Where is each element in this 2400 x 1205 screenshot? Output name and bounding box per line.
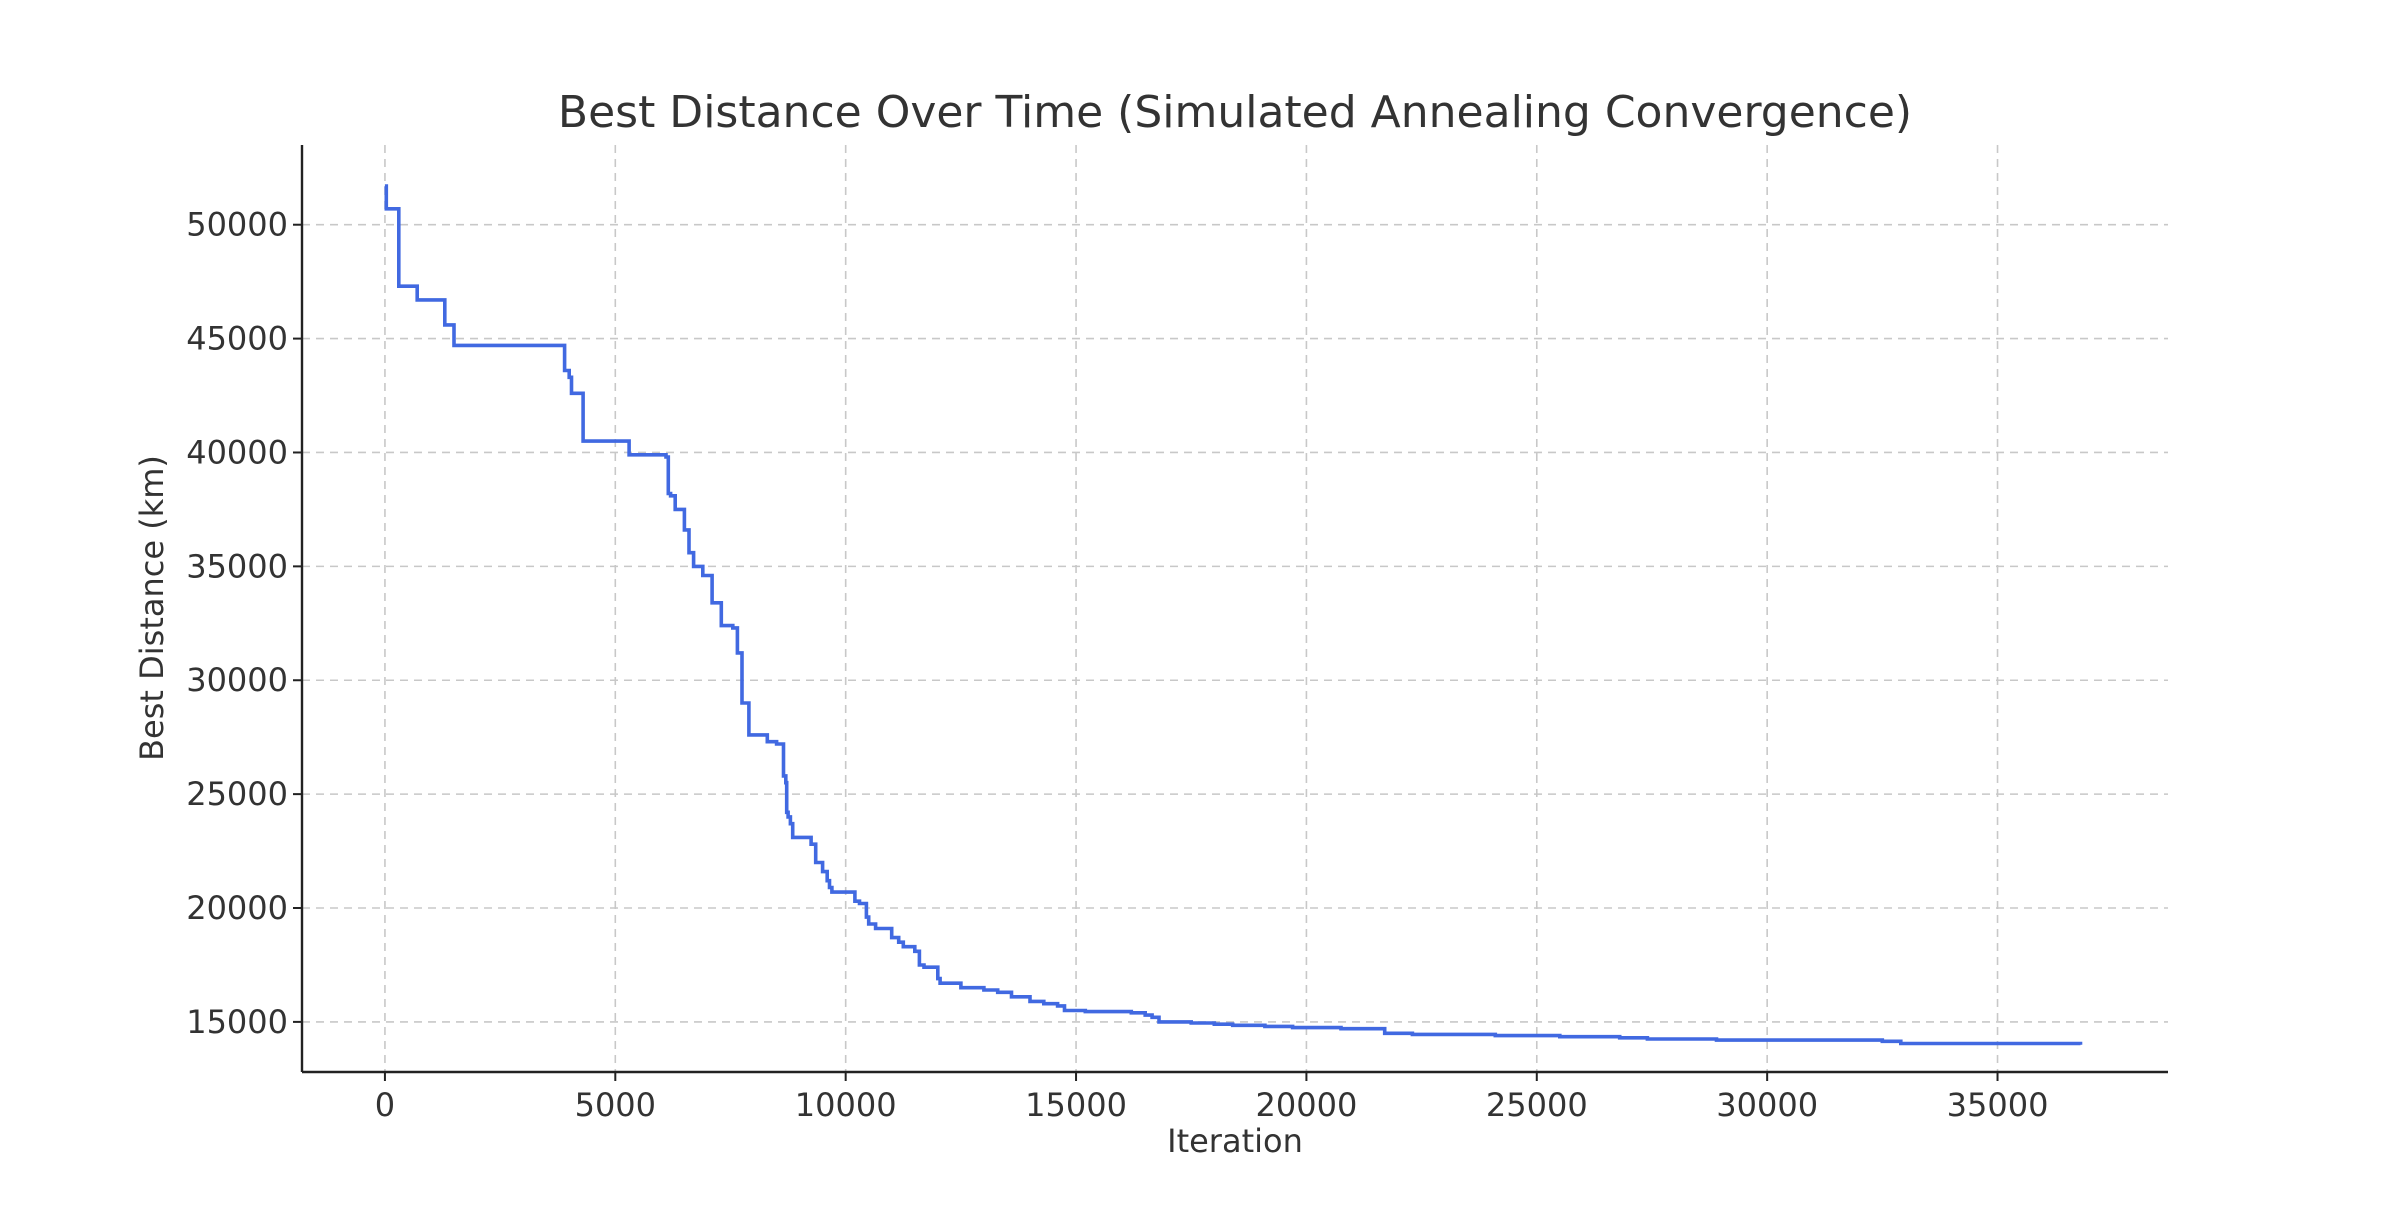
- axes: [300, 145, 2168, 1074]
- x-tick-label: 35000: [1947, 1086, 2049, 1124]
- chart-title: Best Distance Over Time (Simulated Annea…: [558, 87, 1912, 138]
- x-tick-label: 10000: [795, 1086, 897, 1124]
- y-tick-label: 25000: [186, 775, 288, 813]
- x-tick-label: 20000: [1256, 1086, 1358, 1124]
- x-tick-label: 30000: [1716, 1086, 1818, 1124]
- grid: [302, 145, 2168, 1072]
- best-distance-series-line: [384, 184, 2083, 1046]
- x-tick-label: 25000: [1486, 1086, 1588, 1124]
- y-tick-label: 20000: [186, 889, 288, 927]
- x-tick-label: 15000: [1025, 1086, 1127, 1124]
- y-tick-label: 30000: [186, 661, 288, 699]
- y-tick-label: 50000: [186, 206, 288, 244]
- y-tick-label: 15000: [186, 1003, 288, 1041]
- x-axis-label: Iteration: [1167, 1122, 1303, 1160]
- y-ticks: 15000 20000 25000 30000 35000 40000 45000 50000: [186, 206, 302, 1041]
- y-tick-label: 35000: [186, 547, 288, 585]
- y-tick-label: 45000: [186, 320, 288, 358]
- x-ticks: 0 5000 10000 15000 20000 25000 30000 35000: [375, 1072, 2049, 1124]
- series-layer: [384, 184, 2083, 1046]
- y-tick-label: 40000: [186, 433, 288, 471]
- y-axis-label: Best Distance (km): [133, 455, 171, 761]
- x-tick-label: 5000: [575, 1086, 656, 1124]
- x-tick-label: 0: [375, 1086, 395, 1124]
